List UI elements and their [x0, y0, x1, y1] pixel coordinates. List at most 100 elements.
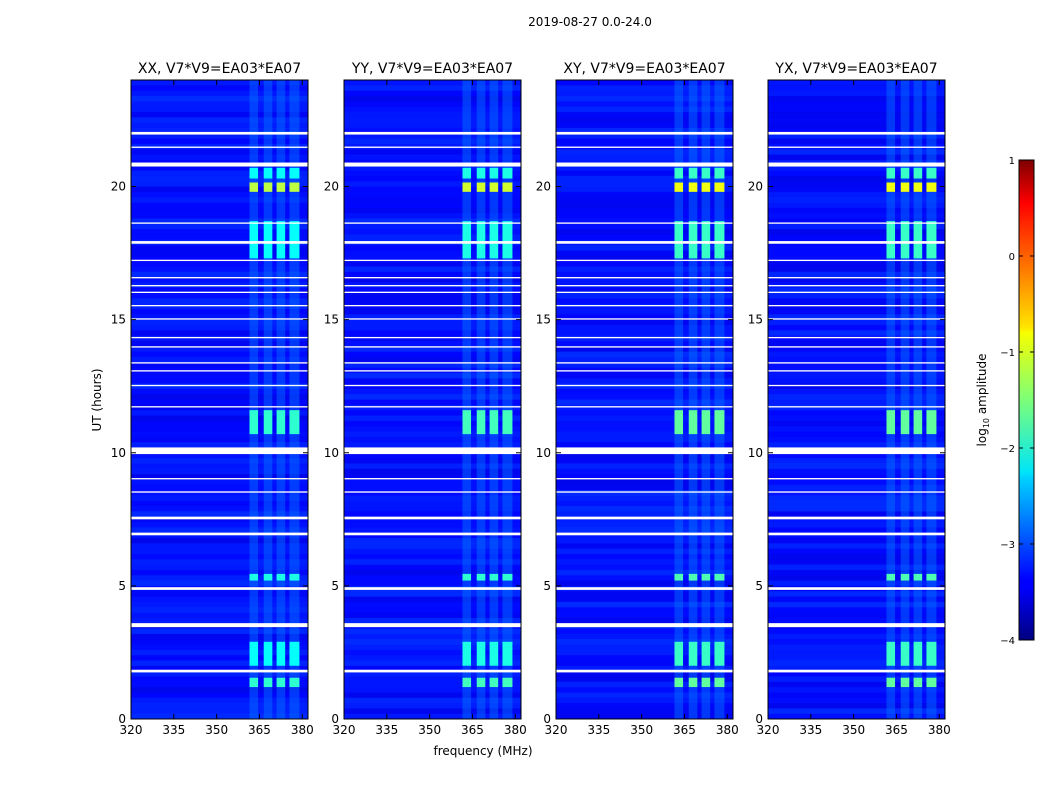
noise-row: [768, 122, 945, 129]
rfi-event-mark: [476, 677, 486, 688]
flagged-interval: [344, 304, 521, 307]
rfi-event-mark: [276, 182, 286, 192]
rfi-event-mark: [714, 641, 725, 666]
noise-row: [768, 708, 945, 714]
flagged-interval: [768, 222, 945, 224]
flagged-interval: [344, 447, 521, 455]
y-tick-label: 15: [111, 313, 126, 327]
flagged-interval: [344, 623, 521, 628]
noise-row: [556, 101, 733, 107]
noise-row: [344, 394, 521, 400]
noise-row: [344, 490, 521, 496]
noise-row: [344, 564, 521, 571]
rfi-event-mark: [462, 677, 472, 688]
rfi-event-mark: [502, 167, 513, 179]
noise-row: [131, 388, 308, 395]
rfi-event-mark: [276, 221, 286, 259]
noise-row: [768, 207, 945, 214]
noise-row: [344, 708, 521, 714]
noise-row: [344, 90, 521, 97]
noise-row: [344, 149, 521, 155]
noise-row: [131, 399, 308, 406]
noise-row: [768, 553, 945, 560]
noise-row: [556, 362, 733, 368]
noise-row: [556, 506, 733, 512]
flagged-interval: [344, 384, 521, 387]
flagged-interval: [768, 669, 945, 673]
noise-row: [131, 564, 308, 571]
noise-row: [768, 495, 945, 501]
noise-row: [131, 479, 308, 485]
noise-row: [768, 639, 945, 645]
noise-row: [344, 362, 521, 368]
noise-row: [131, 213, 308, 219]
noise-row: [344, 287, 521, 294]
noise-row: [768, 516, 945, 523]
noise-row: [131, 687, 308, 693]
y-tick-label: 10: [748, 446, 763, 460]
noise-row: [344, 335, 521, 342]
rfi-event-mark: [900, 410, 910, 435]
noise-row: [556, 553, 733, 560]
rfi-event-mark: [714, 410, 725, 435]
x-tick-label: 365: [248, 723, 271, 737]
flagged-interval: [556, 516, 733, 520]
x-tick-label: 365: [885, 723, 908, 737]
noise-row: [768, 234, 945, 241]
panel-frame: [130, 79, 309, 720]
colorbar-label-log: log: [975, 428, 989, 446]
noise-row: [556, 330, 733, 336]
rfi-channel-band: [886, 80, 896, 719]
flagged-interval: [556, 318, 733, 320]
noise-row: [556, 245, 733, 251]
noise-row: [768, 532, 945, 539]
noise-row: [131, 420, 308, 427]
noise-row: [344, 111, 521, 118]
noise-row: [768, 149, 945, 155]
noise-row: [768, 649, 945, 656]
flagged-interval: [344, 277, 521, 279]
y-tick-label: 15: [536, 313, 551, 327]
rfi-event-mark: [926, 182, 937, 192]
noise-row: [131, 245, 308, 251]
noise-row: [768, 319, 945, 326]
noise-row: [556, 303, 733, 310]
noise-row: [556, 559, 733, 565]
rfi-event-mark: [886, 677, 896, 688]
noise-row: [768, 356, 945, 363]
noise-row: [131, 308, 308, 315]
noise-row: [131, 410, 308, 416]
x-tick-label: 320: [333, 723, 356, 737]
flagged-interval: [344, 336, 521, 339]
panel-title: YY, V7*V9=EA03*EA07: [351, 61, 513, 77]
noise-row: [556, 250, 733, 257]
noise-row: [344, 484, 521, 491]
y-tick-label: 5: [331, 579, 339, 593]
noise-row: [344, 266, 521, 272]
noise-row: [131, 553, 308, 560]
flagged-interval: [344, 291, 521, 293]
noise-row: [768, 521, 945, 528]
flagged-interval: [768, 346, 945, 348]
noise-row: [768, 271, 945, 278]
noise-row: [344, 644, 521, 651]
noise-row: [131, 644, 308, 651]
noise-row: [131, 495, 308, 501]
noise-row: [556, 234, 733, 241]
flagged-interval: [556, 623, 733, 628]
noise-row: [768, 293, 945, 299]
noise-row: [768, 202, 945, 209]
noise-row: [344, 245, 521, 251]
rfi-event-mark: [476, 182, 486, 192]
rfi-event-mark: [886, 221, 896, 259]
panel-xx: XX, V7*V9=EA03*EA07 320 335 350 365 380 0 5 10 15…: [111, 61, 314, 737]
noise-row: [344, 372, 521, 379]
flagged-interval: [131, 447, 308, 455]
noise-row: [556, 229, 733, 235]
figure-title: 2019-08-27 0.0-24.0: [528, 15, 652, 29]
x-tick-label: 320: [545, 723, 568, 737]
noise-row: [344, 665, 521, 672]
noise-row: [768, 410, 945, 416]
rfi-channel-band: [674, 80, 684, 719]
rfi-event-mark: [900, 677, 910, 688]
